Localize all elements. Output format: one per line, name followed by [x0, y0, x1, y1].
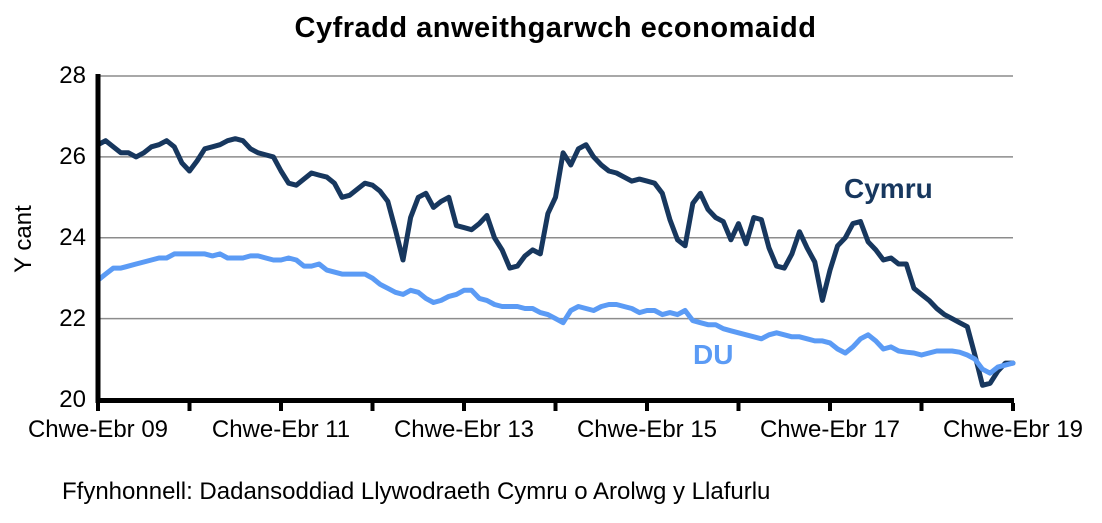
series-label-cymru: Cymru [844, 173, 933, 204]
du-line [95, 251, 1016, 376]
source-note: Ffynhonnell: Dadansoddiad Llywodraeth Cy… [62, 478, 771, 505]
y-tick-label: 24 [59, 223, 86, 251]
y-axis-title: Y cant [10, 205, 37, 273]
x-tick-label: Chwe-Ebr 11 [211, 416, 351, 443]
cymru-line [95, 136, 1016, 388]
x-tick-label: Chwe-Ebr 17 [759, 416, 901, 443]
series-label-du: DU [693, 339, 734, 370]
chart-title: Cyfradd anweithgarwch economaidd [294, 12, 817, 44]
y-tick-label: 28 [59, 62, 86, 89]
y-tick-label: 20 [59, 385, 86, 413]
y-tick-label: 22 [59, 304, 86, 332]
x-tick-label: Chwe-Ebr 19 [942, 416, 1084, 443]
x-tick-label: Chwe-Ebr 15 [576, 416, 718, 443]
x-tick-label: Chwe-Ebr 09 [27, 416, 169, 443]
x-tick-label: Chwe-Ebr 13 [393, 416, 535, 443]
y-tick-label: 26 [59, 142, 86, 170]
